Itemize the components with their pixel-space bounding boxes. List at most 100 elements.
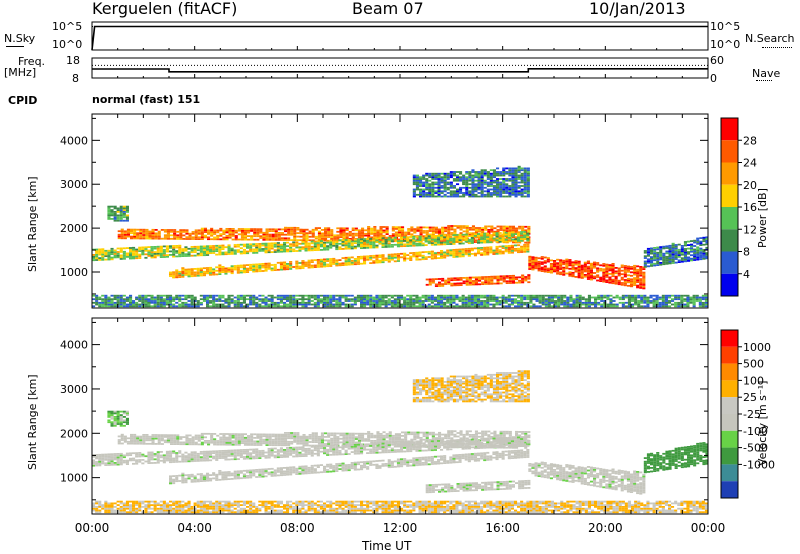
power-cell bbox=[452, 185, 456, 187]
power-cell bbox=[611, 263, 615, 265]
power-cell bbox=[400, 236, 404, 239]
power-cell bbox=[310, 249, 314, 252]
power-cell bbox=[292, 241, 296, 244]
power-cell bbox=[480, 247, 484, 249]
power-cell bbox=[461, 300, 465, 302]
power-cell bbox=[296, 228, 300, 231]
power-cell bbox=[449, 186, 453, 189]
velocity-cell bbox=[320, 434, 324, 436]
power-cell bbox=[363, 241, 367, 244]
power-cell bbox=[293, 233, 297, 236]
power-cell bbox=[456, 178, 460, 180]
power-cell bbox=[637, 301, 641, 304]
power-cell bbox=[626, 281, 630, 284]
power-cell bbox=[668, 305, 672, 308]
power-cell bbox=[162, 250, 166, 253]
power-cell bbox=[620, 276, 624, 279]
power-cell bbox=[224, 253, 228, 256]
power-cell bbox=[474, 176, 478, 179]
power-cell bbox=[486, 303, 490, 306]
power-cell bbox=[523, 296, 527, 299]
power-cell bbox=[188, 238, 192, 240]
beam-title: Beam 07 bbox=[352, 0, 424, 18]
power-cell bbox=[517, 174, 521, 177]
power-cell bbox=[236, 303, 240, 306]
power-cell bbox=[495, 247, 499, 250]
power-cell bbox=[363, 298, 367, 301]
power-cell bbox=[593, 275, 597, 278]
power-cell bbox=[449, 185, 453, 187]
power-cell bbox=[443, 238, 447, 240]
power-cell bbox=[391, 233, 395, 235]
power-cell bbox=[492, 188, 496, 191]
power-cell bbox=[692, 298, 696, 301]
power-cell bbox=[523, 176, 527, 179]
power-cell bbox=[153, 256, 157, 259]
power-cell bbox=[172, 246, 176, 249]
noise-right-tick-top: 10^5 bbox=[710, 20, 741, 33]
power-cell bbox=[336, 239, 340, 242]
power-cell bbox=[169, 301, 173, 304]
power-cell bbox=[518, 281, 522, 284]
velocity-cell bbox=[237, 440, 241, 443]
power-cell bbox=[200, 233, 204, 235]
power-cell bbox=[508, 280, 512, 283]
power-cell bbox=[327, 227, 331, 230]
power-cell bbox=[255, 246, 259, 249]
power-cell bbox=[218, 269, 222, 272]
velocity-cell bbox=[274, 440, 278, 443]
power-cell bbox=[250, 228, 254, 230]
power-cell bbox=[323, 301, 327, 304]
power-cell bbox=[705, 238, 709, 240]
power-cell bbox=[674, 294, 678, 297]
power-cell bbox=[614, 282, 618, 285]
power-cell bbox=[428, 183, 432, 186]
velocity-cell bbox=[317, 443, 321, 445]
power-cell bbox=[344, 294, 348, 297]
power-cell bbox=[231, 235, 235, 237]
power-cell bbox=[230, 300, 234, 302]
power-cell bbox=[646, 298, 650, 301]
power-cell bbox=[649, 300, 653, 302]
power-cell bbox=[526, 301, 530, 304]
power-cell bbox=[273, 296, 277, 299]
power-cell bbox=[650, 249, 654, 251]
power-cell bbox=[698, 300, 702, 302]
power-cell bbox=[394, 228, 398, 230]
power-cell bbox=[495, 245, 499, 248]
velocity-cell bbox=[160, 439, 164, 442]
power-cell bbox=[162, 301, 166, 304]
power-cell bbox=[514, 193, 518, 196]
power-cell bbox=[270, 264, 274, 266]
power-cell bbox=[514, 183, 518, 186]
power-cell bbox=[517, 185, 521, 187]
power-cell bbox=[348, 231, 352, 233]
velocity-cell bbox=[210, 433, 214, 435]
power-cell bbox=[566, 296, 570, 299]
power-cell bbox=[602, 277, 606, 279]
power-cell bbox=[515, 236, 519, 239]
power-cell bbox=[396, 242, 400, 244]
power-cell bbox=[511, 274, 515, 277]
power-cell bbox=[433, 305, 437, 308]
power-cell bbox=[165, 247, 169, 249]
power-cell bbox=[147, 249, 151, 252]
power-cell bbox=[614, 267, 618, 269]
power-cell bbox=[470, 300, 474, 302]
power-cell bbox=[481, 227, 485, 229]
power-cell bbox=[323, 265, 327, 268]
velocity-cell bbox=[247, 438, 251, 441]
power-cell bbox=[650, 265, 654, 267]
power-cell bbox=[437, 236, 441, 239]
power-cell bbox=[495, 239, 499, 242]
power-cell bbox=[517, 238, 521, 241]
power-cell bbox=[122, 247, 126, 250]
power-cell bbox=[543, 267, 547, 269]
power-cell bbox=[643, 262, 647, 265]
power-cell bbox=[390, 294, 394, 297]
power-cell bbox=[524, 279, 528, 282]
power-cell bbox=[501, 235, 505, 238]
power-cell bbox=[188, 236, 192, 239]
power-cell bbox=[430, 250, 434, 253]
power-cell bbox=[498, 296, 502, 299]
